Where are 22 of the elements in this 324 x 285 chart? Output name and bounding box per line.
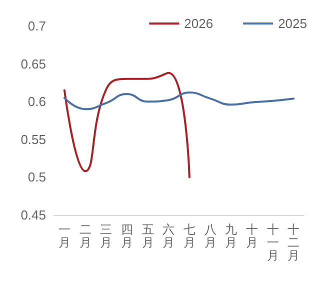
x-tick-label: 六月 <box>162 222 175 250</box>
y-tick-label: 0.7 <box>28 18 46 34</box>
y-tick-label: 0.65 <box>20 56 46 72</box>
x-tick-label: 二月 <box>79 222 92 250</box>
x-tick-label: 三月 <box>100 222 112 250</box>
legend-label: 2026 <box>184 16 214 31</box>
line-series <box>63 92 295 110</box>
y-tick-label: 0.5 <box>28 170 46 185</box>
x-tick-label: 九月 <box>225 222 238 250</box>
y-tick-label: 0.45 <box>20 208 46 222</box>
x-tick-label: 十二月 <box>288 222 300 262</box>
x-tick-label: 四月 <box>120 222 133 250</box>
x-tick-label: 八月 <box>204 222 216 250</box>
x-tick-label: 七月 <box>183 222 196 250</box>
x-tick-label: 十一月 <box>266 222 279 262</box>
y-tick-label: 0.55 <box>20 132 46 147</box>
x-tick-label: 十月 <box>246 222 258 250</box>
x-tick-label: 五月 <box>142 222 154 250</box>
legend-label: 2025 <box>278 16 307 31</box>
line-series <box>63 72 190 178</box>
y-tick-label: 0.6 <box>28 94 46 110</box>
x-tick-label: 一月 <box>58 222 70 250</box>
